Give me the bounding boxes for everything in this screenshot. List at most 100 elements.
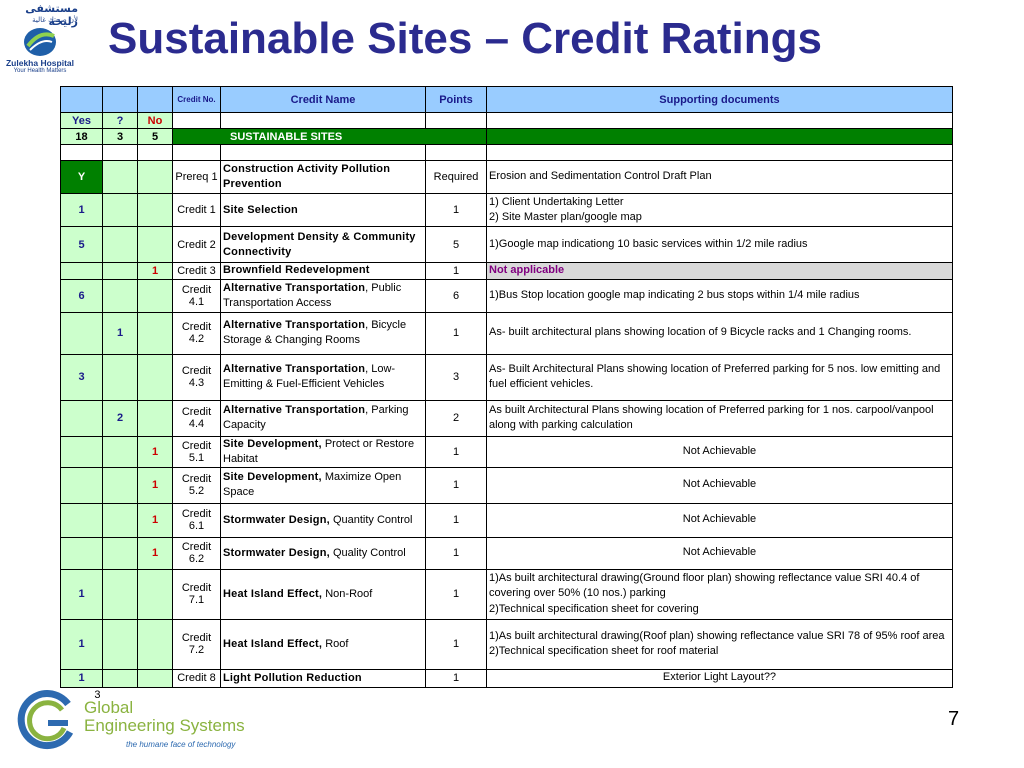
status-yes-cell: 5	[60, 226, 103, 263]
footer-logo-line1: Global	[84, 698, 134, 717]
logo-arabic-name: مستشفى زليخة	[25, 2, 78, 28]
credit-ratings-table: Credit No. Credit Name Points Supporting…	[60, 86, 953, 703]
status-maybe-cell: 1	[102, 311, 138, 355]
credit-name-bold: Brownfield Redevelopment	[223, 264, 370, 277]
global-engineering-emblem-icon	[17, 690, 74, 750]
status-maybe-cell	[102, 278, 138, 313]
status-yes-cell: 3	[60, 353, 103, 401]
header-blank-no	[137, 86, 173, 113]
header-supporting-documents: Supporting documents	[486, 86, 953, 113]
status-maybe-cell	[102, 466, 138, 504]
empty-cell	[60, 144, 103, 161]
status-yes-cell: 6	[60, 278, 103, 313]
points-cell: 1	[425, 536, 487, 570]
credit-name-bold: Alternative Transportation	[223, 319, 366, 331]
supporting-documents-cell: Not Achievable	[486, 502, 953, 538]
spacer-row	[60, 144, 953, 161]
table-row: 1 Credit 6.2 Stormwater Design, Quality Co…	[60, 536, 953, 570]
total-no: 5	[137, 128, 173, 145]
table-row: 1 Credit 5.1 Site Development, Protect or …	[60, 435, 953, 468]
points-cell: 1	[425, 502, 487, 538]
points-cell: 5	[425, 226, 487, 263]
credit-number-cell: Credit 4.1	[172, 278, 221, 313]
supporting-documents-cell: Not Achievable	[486, 435, 953, 468]
status-maybe-cell	[102, 226, 138, 263]
credit-number-cell: Credit 2	[172, 226, 221, 263]
hospital-logo: مستشفى زليخة لأن صحتك غالية Zulekha Hosp…	[0, 0, 80, 80]
footer-logo-tagline: the humane face of technology	[126, 740, 236, 749]
status-maybe-cell	[102, 435, 138, 468]
credit-name-bold: Light Pollution Reduction	[223, 671, 362, 684]
credit-name-cell: Alternative Transportation, Low-Emitting…	[220, 353, 426, 401]
status-maybe-cell	[102, 160, 138, 194]
credit-name-cell: Light Pollution Reduction	[220, 668, 426, 688]
status-yes-cell	[60, 311, 103, 355]
credit-name-bold: Site Development,	[223, 437, 322, 450]
credit-number-cell: Credit 3	[172, 262, 221, 280]
status-no-cell	[137, 353, 173, 401]
supporting-documents-cell: Exterior Light Layout??	[486, 668, 953, 688]
supporting-documents-cell: Not Achievable	[486, 466, 953, 504]
credit-name-rest: , Parking Capacity	[223, 404, 409, 431]
points-cell: 6	[425, 278, 487, 313]
supporting-documents-cell: Not applicable	[486, 262, 953, 280]
empty-cell	[426, 687, 487, 703]
status-no-cell	[137, 618, 173, 670]
credit-name-cell: Alternative Transportation, Public Trans…	[220, 278, 426, 313]
status-yes-cell: 1	[60, 618, 103, 670]
credit-name-rest: Maximize Open Space	[223, 471, 402, 498]
credit-name-rest: , Public Transportation Access	[223, 281, 402, 309]
credit-name-bold: Stormwater Design,	[223, 546, 330, 559]
section-title: SUSTAINABLE SITES	[172, 128, 487, 145]
status-maybe-cell	[102, 353, 138, 401]
supporting-documents-cell: 1)Google map indicationg 10 basic servic…	[486, 226, 953, 263]
credit-name-rest: , Bicycle Storage & Changing Rooms	[223, 319, 407, 346]
status-no-cell: 1	[137, 536, 173, 570]
status-maybe-cell	[102, 568, 138, 620]
status-yes-cell	[60, 466, 103, 504]
status-maybe-cell	[102, 262, 138, 280]
points-cell: 1	[425, 193, 487, 227]
points-cell: 3	[425, 353, 487, 401]
empty-cell	[220, 112, 426, 129]
status-yes-cell	[60, 262, 103, 280]
credit-number-cell: Credit 8	[172, 668, 221, 688]
credit-name-rest: Roof	[322, 637, 349, 650]
points-cell: 1	[425, 466, 487, 504]
credit-name-bold: Alternative Transportation	[223, 363, 366, 375]
status-maybe-cell	[102, 618, 138, 670]
credit-name-rest: Protect or Restore Habitat	[223, 437, 415, 465]
empty-cell	[172, 112, 221, 129]
status-yes-cell	[60, 502, 103, 538]
status-no-cell	[137, 399, 173, 437]
table-row: 1 Credit 6.1 Stormwater Design, Quantity C…	[60, 502, 953, 538]
points-cell: 1	[425, 568, 487, 620]
table-header-row: Credit No. Credit Name Points Supporting…	[60, 86, 953, 113]
status-yes-cell: 1	[60, 193, 103, 227]
status-no-cell	[137, 226, 173, 263]
table-footer-row: 3	[61, 687, 953, 703]
credit-name-bold: Heat Island Effect,	[223, 637, 323, 650]
status-no-cell	[137, 568, 173, 620]
credit-name-cell: Development Density & Community Connecti…	[220, 226, 426, 263]
footer-value-cell: 3	[94, 689, 101, 702]
status-no-cell: 1	[137, 466, 173, 504]
credit-number-cell: Credit 4.4	[172, 399, 221, 437]
totals-row: 18 3 5 SUSTAINABLE SITES	[60, 128, 953, 145]
table-row: 1 Credit 3 Brownfield Redevelopment 1 Not ap…	[60, 262, 953, 280]
credit-name-cell: Site Development, Protect or Restore Hab…	[220, 435, 426, 468]
credit-name-cell: Alternative Transportation, Bicycle Stor…	[220, 311, 426, 355]
credit-name-cell: Construction Activity Pollution Preventi…	[220, 160, 426, 194]
credit-number-cell: Credit 6.2	[172, 536, 221, 570]
hospital-emblem-icon	[24, 28, 56, 56]
yes-maybe-no-row: Yes ? No	[60, 112, 953, 129]
status-yes-cell	[60, 399, 103, 437]
credit-number-cell: Credit 4.2	[172, 311, 221, 355]
status-no-cell: 1	[137, 502, 173, 538]
table-row: 1 Credit 5.2 Site Development, Maximize Op…	[60, 466, 953, 504]
status-yes-cell: 1	[60, 668, 103, 688]
status-no-cell	[137, 160, 173, 194]
empty-cell	[486, 112, 953, 129]
credit-name-rest: Quality Control	[329, 546, 406, 559]
credit-name-cell: Heat Island Effect, Non-Roof	[220, 568, 426, 620]
